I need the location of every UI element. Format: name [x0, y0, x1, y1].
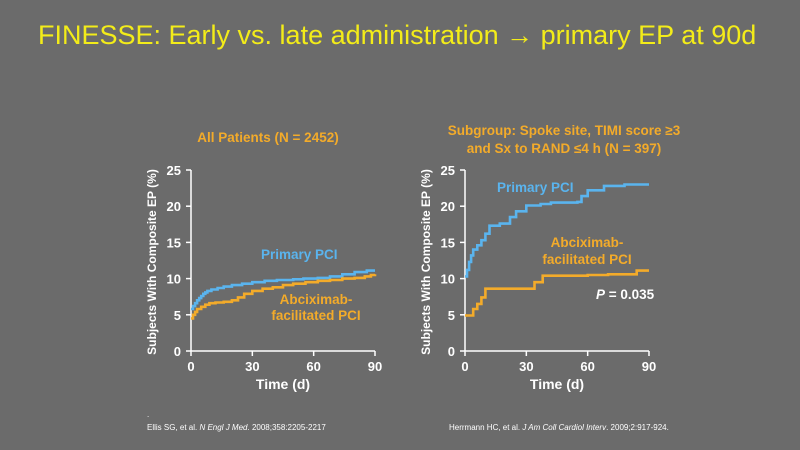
reference-left-authors: Ellis SG, et al. — [147, 423, 200, 432]
left-chart-y-tick-label: 0 — [174, 344, 181, 359]
left-chart-plot: 0 5 10 15 20 25 0 30 60 90 — [167, 163, 383, 374]
left-chart-title: All Patients (N = 2452) — [197, 130, 338, 145]
right-chart-series-primary-pci — [465, 183, 649, 278]
reference-right-citation: . 2009;2:917-924. — [606, 423, 669, 432]
reference-right-journal: J Am Coll Cardiol Interv — [522, 423, 607, 432]
reference-left: Ellis SG, et al. N Engl J Med. 2008;358:… — [147, 423, 326, 432]
p-value-annotation: P = 0.035 — [596, 287, 655, 302]
p-value-p: P — [596, 287, 606, 302]
right-chart-y-tick-label: 5 — [448, 308, 455, 323]
right-chart-x-tick-label: 30 — [519, 359, 533, 374]
reference-dot: . — [147, 410, 150, 419]
right-y-axis-label: Subjects With Composite EP (%) — [419, 169, 433, 355]
left-label-primary-pci: Primary PCI — [261, 247, 338, 262]
reference-right: Herrmann HC, et al. J Am Coll Cardiol In… — [449, 423, 669, 432]
left-x-axis-label: Time (d) — [256, 376, 310, 392]
reference-right-authors: Herrmann HC, et al. — [449, 423, 523, 432]
left-chart-y-tick-label: 5 — [174, 308, 181, 323]
right-chart-y-tick-label: 0 — [448, 344, 455, 359]
right-chart-x-tick-label: 90 — [642, 359, 656, 374]
reference-left-citation: . 2008;358:2205-2217 — [247, 423, 326, 432]
left-chart-x-tick-label: 0 — [187, 359, 194, 374]
left-chart-y-tick-label: 10 — [167, 272, 181, 287]
right-chart-x-tick-label: 60 — [580, 359, 594, 374]
right-label-primary-pci: Primary PCI — [497, 180, 574, 195]
right-chart-title: Subgroup: Spoke site, TIMI score ≥3 — [448, 123, 681, 138]
left-chart-series-primary-pci — [191, 269, 375, 311]
left-chart-x-tick-label: 60 — [306, 359, 320, 374]
left-chart-x-tick-label: 30 — [245, 359, 259, 374]
right-chart-x-tick-label: 0 — [461, 359, 468, 374]
right-chart-y-tick-label: 15 — [441, 235, 455, 250]
left-chart-y-tick-label: 15 — [167, 235, 181, 250]
left-label-abciximab-line1: Abciximab- — [280, 292, 353, 307]
reference-left-journal: N Engl J Med — [199, 423, 248, 432]
right-chart-subtitle: and Sx to RAND ≤4 h (N = 397) — [467, 141, 662, 156]
left-label-abciximab-line2: facilitated PCI — [271, 308, 360, 323]
left-y-axis-label: Subjects With Composite EP (%) — [145, 169, 159, 355]
p-value-text: = 0.035 — [605, 287, 655, 302]
right-chart-y-tick-label: 20 — [441, 199, 455, 214]
left-chart-y-tick-label: 20 — [167, 199, 181, 214]
right-label-abciximab-line2: facilitated PCI — [542, 252, 631, 267]
right-x-axis-label: Time (d) — [530, 376, 584, 392]
right-label-abciximab-line1: Abciximab- — [551, 235, 624, 250]
left-chart-series-abciximab — [191, 273, 377, 320]
slide-title: FINESSE: Early vs. late administration →… — [38, 20, 757, 50]
right-chart-y-tick-label: 25 — [441, 163, 455, 178]
left-chart-y-tick-label: 25 — [167, 163, 181, 178]
right-chart-y-tick-label: 10 — [441, 272, 455, 287]
left-chart-x-tick-label: 90 — [368, 359, 382, 374]
right-chart-series-abciximab — [465, 269, 649, 317]
right-chart-plot: 0 5 10 15 20 25 0 30 60 90 — [441, 163, 657, 374]
